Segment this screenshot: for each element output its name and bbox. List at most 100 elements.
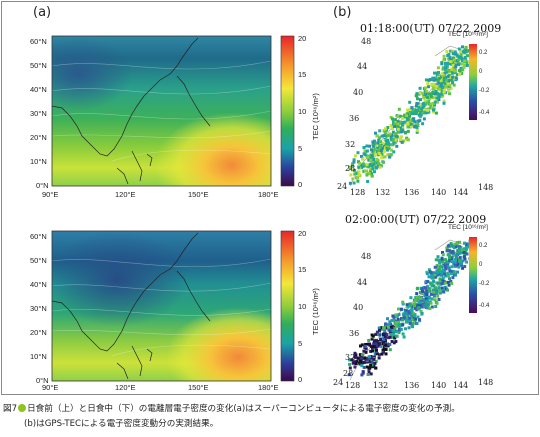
tec-pixel — [377, 326, 381, 330]
tec-pixel — [382, 160, 386, 164]
tec-pixel — [365, 169, 369, 173]
tec-pixel — [427, 85, 431, 89]
tec-pixel — [407, 326, 411, 330]
tec-pixel — [410, 309, 414, 312]
tec-pixel — [429, 281, 433, 285]
tec-pixel — [398, 114, 402, 118]
tec-pixel — [354, 353, 358, 357]
tec-pixel — [389, 153, 393, 157]
tec-pixel — [408, 100, 412, 104]
tec-pixel — [418, 111, 422, 114]
tec-pixel — [411, 318, 415, 322]
tec-pixel — [406, 112, 410, 116]
tec-pixel — [378, 136, 382, 140]
lat-tick: 36 — [349, 114, 360, 123]
tec-pixel — [460, 262, 463, 266]
tec-pixel — [437, 95, 441, 99]
tec-pixel — [411, 325, 415, 329]
tec-pixel — [416, 97, 419, 101]
tec-pixel — [432, 86, 436, 90]
tec-pixel — [369, 167, 373, 171]
tec-pixel — [426, 96, 429, 99]
tec-pixel — [463, 63, 467, 67]
tec-pixel — [397, 107, 401, 111]
tec-pixel — [409, 296, 413, 300]
tec-pixel — [449, 86, 453, 90]
tec-pixel — [413, 299, 417, 303]
tec-pixel — [388, 343, 392, 346]
tec-pixel — [412, 117, 416, 121]
tec-pixel — [448, 56, 452, 60]
tec-pixel — [443, 71, 447, 75]
tec-pixel — [464, 245, 468, 249]
tec-pixel — [419, 108, 423, 112]
tec-pixel — [442, 77, 446, 81]
panel-a-label: (a) — [33, 5, 52, 20]
tec-pixel — [427, 289, 431, 293]
tec-pixel — [350, 162, 354, 166]
tec-pixel — [360, 373, 364, 377]
colorbar-tick: -0.2 — [479, 88, 490, 94]
tec-pixel — [412, 314, 416, 317]
tec-pixel — [426, 82, 430, 86]
tec-pixel — [365, 149, 369, 153]
tec-pixel — [415, 92, 419, 96]
tec-pixel — [418, 318, 421, 321]
tec-pixel — [365, 173, 369, 177]
tec-pixel — [352, 158, 356, 162]
tec-pixel — [365, 365, 369, 369]
tec-pixel — [401, 302, 405, 306]
tec-pixel — [441, 259, 445, 263]
tec-pixel — [415, 295, 419, 299]
lon-tick: 150°E — [188, 190, 209, 199]
tec-pixel — [441, 278, 445, 282]
tec-pixel — [381, 155, 385, 159]
tec-pixel — [446, 82, 450, 86]
tec-pixel — [386, 344, 390, 348]
tec-pixel — [367, 371, 371, 374]
tec-pixel — [434, 286, 437, 290]
tec-pixel — [440, 92, 444, 96]
tec-pixel — [420, 292, 424, 296]
lat-tick: 48 — [361, 252, 372, 261]
colorbar-tick: 5 — [298, 144, 303, 153]
tec-pixel — [399, 307, 403, 311]
tec-pixel — [428, 296, 432, 300]
tec-pixel — [363, 356, 367, 360]
tec-pixel — [421, 91, 425, 95]
tec-pixel — [455, 73, 459, 77]
tec-pixel — [362, 361, 366, 364]
tec-pixel — [429, 102, 433, 106]
tec-pixel — [396, 322, 399, 326]
tec-pixel — [434, 275, 438, 279]
tec-pixel — [454, 63, 458, 67]
tec-pixel — [454, 244, 458, 248]
tec-pixel — [410, 108, 414, 112]
tec-pixel — [362, 146, 366, 149]
tec-pixel — [382, 335, 386, 339]
tec-pixel — [455, 59, 459, 63]
tec-pixel — [361, 370, 365, 374]
tec-pixel — [406, 305, 410, 309]
tec-pixel — [433, 298, 437, 302]
tec-pixel — [449, 58, 453, 62]
tec-pixel — [424, 101, 428, 105]
tec-pixel — [392, 316, 396, 320]
tec-pixel — [425, 291, 429, 295]
tec-pixel — [363, 153, 367, 157]
tec-pixel — [426, 280, 430, 283]
tec-pixel — [372, 142, 376, 146]
tec-pixel — [402, 313, 406, 317]
tec-pixel — [404, 327, 407, 331]
tec-pixel — [423, 294, 427, 298]
tec-pixel — [449, 251, 453, 255]
tec-pixel — [381, 350, 385, 354]
tec-pixel — [361, 157, 365, 161]
tec-pixel — [397, 307, 400, 311]
tec-pixel — [422, 104, 425, 108]
tec-pixel — [393, 125, 396, 128]
tec-pixel — [362, 349, 366, 353]
tec-pixel — [454, 259, 457, 262]
lat-tick: 50°N — [30, 61, 47, 70]
tec-pixel — [429, 301, 433, 305]
